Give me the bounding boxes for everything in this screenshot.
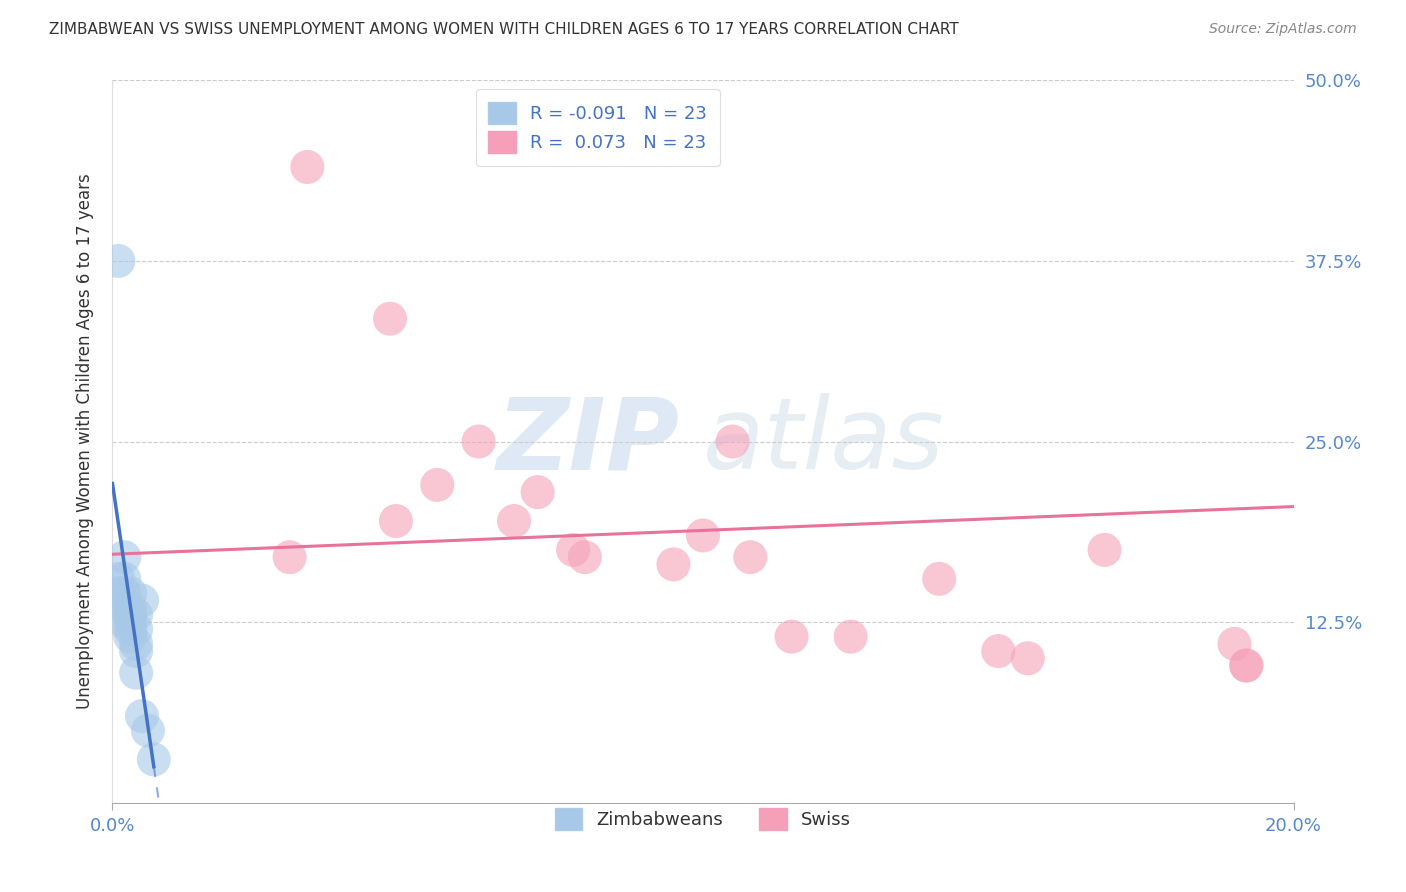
Point <box>426 478 449 492</box>
Point <box>112 550 135 565</box>
Point <box>120 615 142 630</box>
Point <box>780 630 803 644</box>
Point <box>526 485 548 500</box>
Point <box>125 623 148 637</box>
Point <box>574 550 596 565</box>
Point <box>278 550 301 565</box>
Point <box>1017 651 1039 665</box>
Point <box>120 623 142 637</box>
Point <box>987 644 1010 658</box>
Point <box>562 542 585 557</box>
Y-axis label: Unemployment Among Women with Children Ages 6 to 17 years: Unemployment Among Women with Children A… <box>76 174 94 709</box>
Point <box>112 615 135 630</box>
Point <box>1234 658 1257 673</box>
Point <box>125 607 148 622</box>
Text: ZIMBABWEAN VS SWISS UNEMPLOYMENT AMONG WOMEN WITH CHILDREN AGES 6 TO 17 YEARS CO: ZIMBABWEAN VS SWISS UNEMPLOYMENT AMONG W… <box>49 22 959 37</box>
Point <box>1223 637 1246 651</box>
Point <box>385 514 408 528</box>
Point <box>120 630 142 644</box>
Point <box>467 434 489 449</box>
Point <box>142 752 165 766</box>
Point <box>120 607 142 622</box>
Point <box>1094 542 1116 557</box>
Point <box>740 550 762 565</box>
Point <box>131 709 153 723</box>
Point <box>839 630 862 644</box>
Text: Source: ZipAtlas.com: Source: ZipAtlas.com <box>1209 22 1357 37</box>
Point <box>120 586 142 600</box>
Text: atlas: atlas <box>703 393 945 490</box>
Text: ZIP: ZIP <box>496 393 679 490</box>
Point <box>112 572 135 586</box>
Point <box>120 600 142 615</box>
Point <box>136 723 159 738</box>
Point <box>125 644 148 658</box>
Legend: Zimbabweans, Swiss: Zimbabweans, Swiss <box>540 793 866 845</box>
Point <box>107 253 129 268</box>
Point <box>125 665 148 680</box>
Point <box>1234 658 1257 673</box>
Point <box>125 637 148 651</box>
Point <box>112 586 135 600</box>
Point <box>928 572 950 586</box>
Point <box>112 600 135 615</box>
Point <box>503 514 526 528</box>
Point <box>692 528 714 542</box>
Point <box>107 586 129 600</box>
Point <box>378 311 401 326</box>
Point <box>107 572 129 586</box>
Point <box>131 593 153 607</box>
Point <box>297 160 319 174</box>
Point <box>662 558 685 572</box>
Point <box>721 434 744 449</box>
